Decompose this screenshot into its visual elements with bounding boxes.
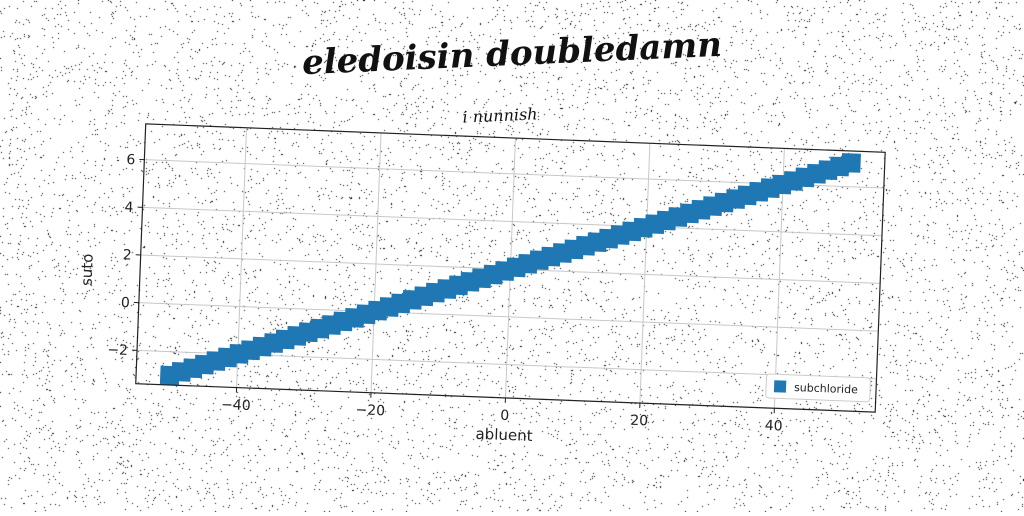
y-tick-label: 4: [124, 200, 134, 216]
x-axis-label: abluent: [475, 425, 533, 445]
x-tick-label: −40: [221, 397, 251, 414]
y-tick-label: −2: [107, 342, 128, 359]
x-tick-label: −20: [355, 402, 385, 419]
y-tick-label: 6: [126, 152, 136, 168]
grid-line-x: [371, 133, 381, 393]
x-tick-label: 40: [764, 418, 782, 435]
legend-label: subchloride: [794, 381, 859, 396]
x-tick-label: 20: [630, 413, 648, 430]
series-points: [160, 127, 861, 411]
y-axis-ticks: −2 0 2 4 6: [107, 152, 145, 360]
legend-swatch: [774, 380, 786, 392]
y-axis-label: suto: [77, 253, 96, 286]
y-tick-label: 2: [122, 247, 132, 263]
x-tick-label: 0: [500, 408, 510, 424]
data-point: [841, 153, 861, 173]
legend: subchloride: [766, 374, 871, 402]
y-tick-label: 0: [121, 295, 131, 311]
grid-line-x: [640, 143, 650, 403]
